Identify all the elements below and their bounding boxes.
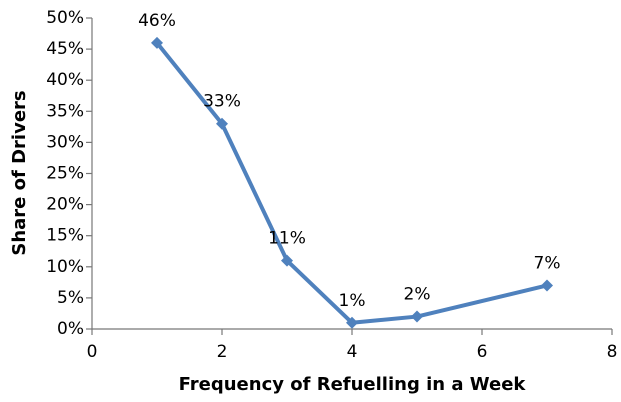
x-axis-label: Frequency of Refuelling in a Week xyxy=(179,374,527,395)
data-label: 2% xyxy=(404,285,431,305)
y-tick-label: 30% xyxy=(46,132,84,152)
y-axis-label: Share of Drivers xyxy=(9,90,30,255)
y-tick-label: 15% xyxy=(46,226,84,246)
marker xyxy=(216,117,228,130)
y-tick-label: 45% xyxy=(46,39,84,59)
y-tick-label: 35% xyxy=(46,101,84,121)
marker xyxy=(411,310,423,323)
data-label: 7% xyxy=(534,253,561,273)
x-tick-label: 2 xyxy=(217,342,228,362)
y-tick-label: 40% xyxy=(46,70,84,90)
x-tick-label: 8 xyxy=(607,342,618,362)
data-label: 46% xyxy=(138,11,176,31)
data-label: 1% xyxy=(339,291,366,311)
x-tick-label: 6 xyxy=(477,342,488,362)
y-tick-label: 25% xyxy=(46,164,84,184)
data-label: 11% xyxy=(268,229,306,249)
y-tick-label: 50% xyxy=(46,8,84,28)
marker xyxy=(281,254,293,267)
x-tick-label: 4 xyxy=(347,342,358,362)
marker xyxy=(151,36,163,49)
x-tick-label: 0 xyxy=(87,342,98,362)
y-tick-label: 20% xyxy=(46,195,84,215)
line xyxy=(155,41,548,325)
y-tick-label: 5% xyxy=(57,288,84,308)
y-tick-label: 10% xyxy=(46,257,84,277)
y-tick-label: 0% xyxy=(57,319,84,339)
marker xyxy=(541,279,553,292)
data-label: 33% xyxy=(203,92,241,112)
marker xyxy=(346,316,358,329)
